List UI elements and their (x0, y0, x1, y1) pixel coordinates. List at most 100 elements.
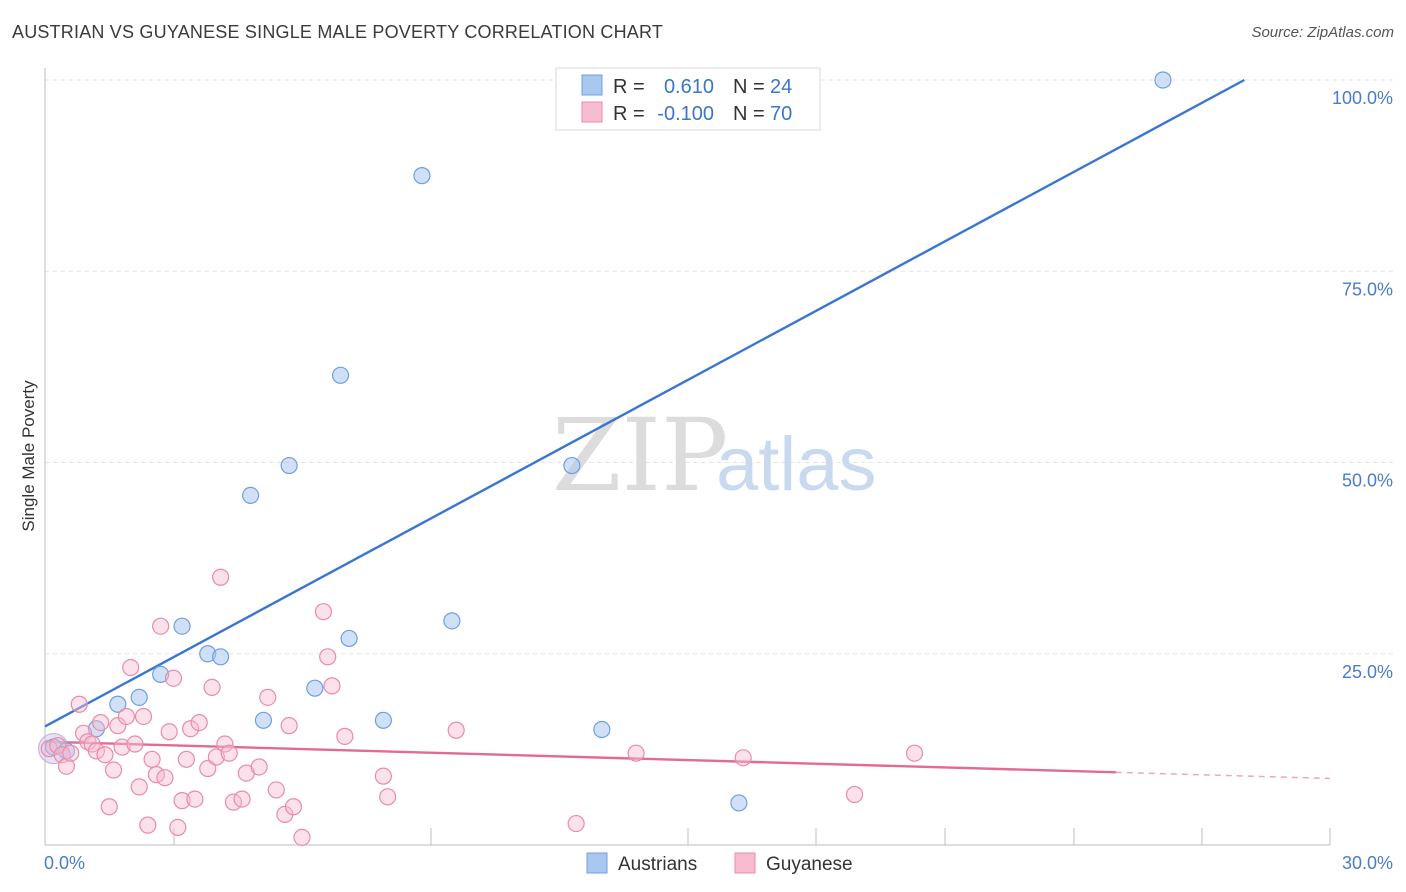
y-tick-label: 100.0% (1332, 88, 1393, 108)
point-guyanese (905, 744, 924, 762)
point-guyanese (177, 750, 195, 768)
point-guyanese (156, 769, 174, 787)
point-guyanese (57, 757, 76, 775)
point-guyanese (62, 744, 80, 762)
point-austrians (152, 665, 170, 684)
point-austrians (242, 486, 260, 504)
point-guyanese (314, 603, 333, 621)
point-guyanese (323, 677, 341, 695)
point-guyanese (374, 767, 392, 785)
point-austrians (374, 711, 392, 729)
y-tick-label: 50.0% (1342, 471, 1393, 491)
point-guyanese (100, 798, 118, 816)
legend-bottom-swatch-guyanese (734, 852, 756, 874)
chart-title: AUSTRIAN VS GUYANESE SINGLE MALE POVERTY… (12, 22, 664, 42)
point-guyanese (126, 735, 144, 753)
watermark-zip: ZIP (552, 397, 728, 514)
watermark-atlas: atlas (716, 422, 877, 507)
point-austrians (331, 366, 350, 384)
point-austrians (443, 612, 461, 630)
point-guyanese (734, 749, 752, 767)
legend-n-label-austrians: N = (733, 76, 765, 98)
y-axis-title: Single Male Poverty (19, 380, 38, 532)
point-guyanese (49, 736, 67, 755)
point-guyanese (164, 669, 183, 687)
point-guyanese (336, 727, 354, 745)
point-guyanese (199, 759, 217, 778)
point-austrians (730, 794, 748, 812)
point-guyanese (627, 744, 645, 762)
point-austrians (1154, 71, 1172, 89)
legend-bottom-swatch-austrians (586, 852, 608, 874)
legend-r-value-austrians: 0.610 (664, 76, 714, 98)
point-guyanese (70, 695, 88, 713)
point-guyanese (169, 818, 187, 837)
point-austrians (173, 617, 191, 635)
y-tick-label: 75.0% (1342, 279, 1393, 299)
point-austrians (593, 720, 611, 739)
grid-layer (45, 79, 1395, 655)
point-guyanese (319, 648, 337, 666)
legend-swatch-austrians (581, 74, 603, 96)
point-guyanese (109, 717, 127, 735)
legend-n-value-austrians: 24 (770, 76, 792, 98)
point-austrians (306, 679, 324, 697)
point-guyanese (190, 713, 208, 732)
point-guyanese (567, 814, 585, 833)
point-guyanese (139, 816, 157, 834)
legend-bottom-label-guyanese: Guyanese (766, 854, 853, 875)
legend-bottom: Austrians Guyanese (586, 852, 853, 875)
point-guyanese (259, 688, 277, 706)
legend-top: R = 0.610 N = 24 R = -0.100 N = 70 (555, 67, 821, 131)
legend-r-label-guyanese: R = (613, 103, 645, 125)
point-guyanese (293, 828, 311, 846)
point-guyanese (284, 798, 303, 816)
legend-n-value-guyanese: 70 (770, 103, 792, 125)
point-guyanese (379, 788, 397, 806)
point-guyanese (87, 742, 106, 760)
point-guyanese (104, 761, 123, 779)
point-guyanese (845, 785, 864, 804)
point-guyanese (113, 738, 131, 756)
trend-line-guyanese-extension (1115, 771, 1331, 780)
point-guyanese (160, 723, 178, 741)
point-guyanese (216, 735, 234, 753)
legend-swatch-guyanese (581, 101, 603, 123)
point-guyanese (96, 746, 114, 764)
axes-layer (44, 68, 1331, 846)
y-tick-label: 25.0% (1342, 662, 1393, 682)
point-austrians (280, 456, 298, 475)
point-austrians (212, 648, 230, 666)
watermark: ZIP atlas (552, 397, 877, 514)
point-guyanese (143, 750, 161, 768)
point-austrians (109, 695, 127, 713)
point-guyanese (212, 568, 230, 586)
point-guyanese (207, 748, 225, 766)
point-guyanese (130, 778, 148, 796)
point-austrians (413, 167, 431, 185)
point-austrians (563, 456, 581, 475)
point-austrians (340, 629, 358, 648)
legend-bottom-label-austrians: Austrians (618, 854, 697, 875)
point-guyanese (122, 658, 140, 677)
point-guyanese (447, 721, 465, 739)
source-label: Source: ZipAtlas.com (1251, 24, 1394, 41)
point-guyanese (233, 790, 251, 808)
x-tick-label: 30.0% (1342, 853, 1393, 873)
point-guyanese (280, 717, 298, 735)
legend-r-value-guyanese: -0.100 (657, 103, 714, 125)
point-guyanese (92, 713, 110, 732)
x-axis-labels: 0.0% 30.0% (44, 853, 1393, 873)
point-guyanese (134, 707, 153, 726)
trend-line-austrians (44, 78, 1245, 728)
point-austrians (130, 688, 148, 706)
point-guyanese (182, 720, 200, 738)
point-guyanese (186, 790, 204, 808)
point-guyanese (203, 678, 221, 697)
point-austrians (254, 711, 273, 729)
legend-r-label-austrians: R = (613, 76, 645, 98)
point-guyanese (173, 792, 191, 810)
y-axis-labels: 100.0% 75.0% 50.0% 25.0% (1332, 88, 1393, 682)
points-layer (38, 71, 1172, 846)
